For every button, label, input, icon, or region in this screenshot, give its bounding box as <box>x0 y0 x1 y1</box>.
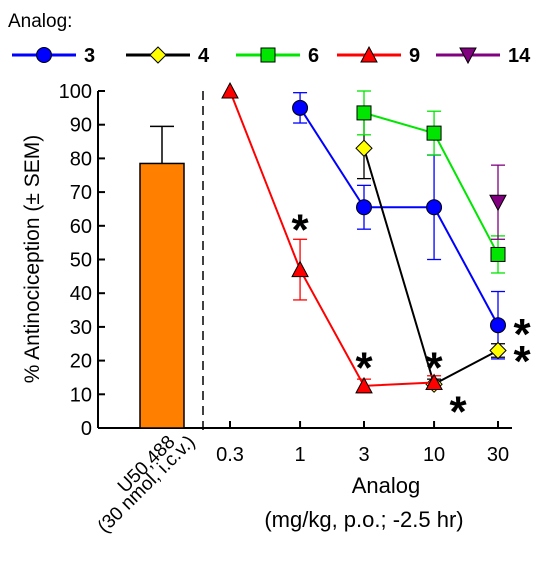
legend: 3 4 6 9 14 <box>12 45 531 67</box>
legend-label-14: 14 <box>508 45 531 67</box>
legend-marker-3-icon <box>36 47 52 63</box>
legend-label-3: 3 <box>84 45 95 67</box>
control-bar <box>139 162 185 429</box>
series-line-3 <box>299 107 499 326</box>
y-tick-label-100: 100 <box>59 81 92 103</box>
series-9 <box>221 81 443 394</box>
control-bar-sublabel: (30 nmol, i.c.v.) <box>94 432 200 538</box>
significance-star-0: * <box>292 205 310 254</box>
legend-marker-6-icon <box>260 47 276 63</box>
y-tick-label-50: 50 <box>70 250 92 272</box>
y-tick-label-0: 0 <box>81 418 92 440</box>
significance-marks: ** **** <box>292 205 532 436</box>
point-6-10 <box>426 125 442 141</box>
series-group <box>221 81 507 394</box>
point-4-30 <box>489 341 507 360</box>
series-6 <box>356 90 506 274</box>
control-bar-group: U50,488(30 nmol, i.c.v.) <box>94 125 200 538</box>
point-3-30 <box>490 317 506 334</box>
y-tick-label-60: 60 <box>70 216 92 238</box>
point-3-10 <box>426 199 443 216</box>
legend-label-9: 9 <box>409 45 420 67</box>
series-3 <box>292 92 506 360</box>
x-tick-label-30: 30 <box>487 444 509 466</box>
significance-star-1: * <box>355 344 373 393</box>
x-tick-label-3: 3 <box>358 444 369 466</box>
point-9-10 <box>425 373 443 391</box>
point-9-1 <box>291 260 309 278</box>
x-tick-label-10: 10 <box>423 444 445 466</box>
y-tick-label-70: 70 <box>70 182 92 204</box>
series-14 <box>489 164 507 240</box>
legend-marker-4-icon <box>149 46 167 64</box>
y-tick-label-30: 30 <box>70 317 92 339</box>
significance-star-2: * <box>426 344 444 393</box>
legend-marker-14-icon <box>459 47 477 65</box>
y-tick-label-20: 20 <box>70 351 92 373</box>
point-4-3 <box>355 139 373 157</box>
x-axis-label: Analog <box>352 473 421 498</box>
axes: 0 10 20 30 40 50 60 70 80 90 100 0.3 1 3 10 30 <box>59 81 512 466</box>
x-tick-label-1: 1 <box>295 444 306 466</box>
significance-star-3: * <box>450 387 468 436</box>
x-axis-sublabel: (mg/kg, p.o.; -2.5 hr) <box>264 507 463 532</box>
y-tick-label-10: 10 <box>70 384 92 406</box>
point-3-1 <box>292 99 309 116</box>
legend-label-6: 6 <box>308 45 319 67</box>
x-tick-label-0.3: 0.3 <box>216 444 244 466</box>
legend-marker-9-icon <box>360 45 378 63</box>
point-3-3 <box>356 199 372 216</box>
point-6-30 <box>490 246 506 262</box>
y-tick-label-40: 40 <box>70 283 92 305</box>
legend-title: Analog: <box>8 11 72 32</box>
point-14-30 <box>489 194 507 212</box>
significance-star-4: * <box>513 310 531 359</box>
legend-label-4: 4 <box>198 45 210 67</box>
point-9-3 <box>355 376 373 394</box>
y-tick-label-90: 90 <box>70 115 92 137</box>
y-tick-label-80: 80 <box>70 148 92 170</box>
point-6-3 <box>356 105 372 121</box>
point-9-0.3 <box>221 81 239 99</box>
series-line-9 <box>229 90 435 387</box>
y-axis-label: % Antinociception (± SEM) <box>21 135 44 383</box>
significance-star-5: * <box>513 337 531 386</box>
